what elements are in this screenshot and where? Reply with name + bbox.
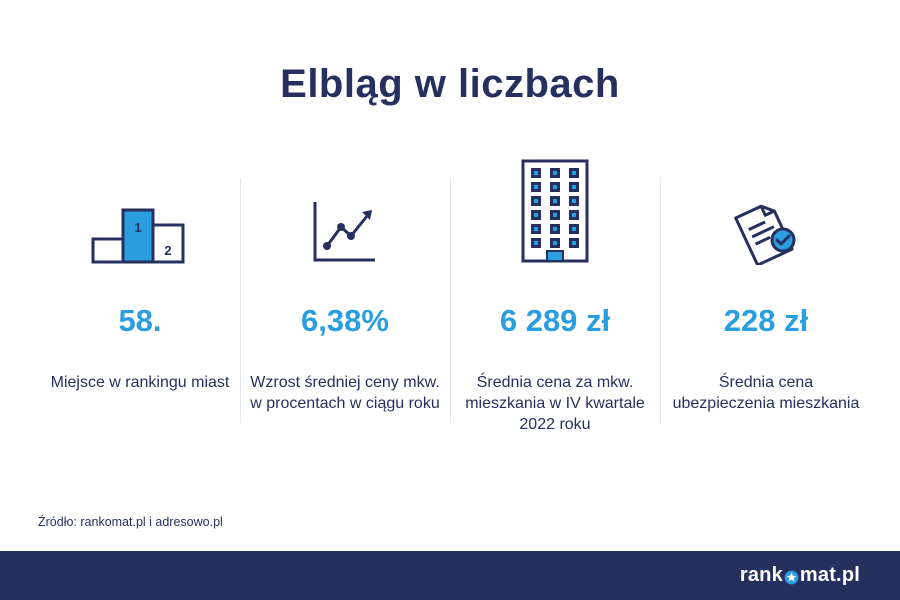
stat-value: 6,38% — [301, 303, 389, 338]
stat-avg-price: 6 289 zł Średnia cena za mkw. mieszkania… — [450, 159, 660, 433]
stat-value: 58. — [118, 303, 162, 338]
building-icon — [450, 158, 660, 264]
column-divider — [450, 178, 451, 423]
stat-value: 228 zł — [723, 303, 809, 338]
stat-price-growth: 6,38% Wzrost średniej ceny mkw. w procen… — [240, 175, 450, 425]
page-title: Elbląg w liczbach — [280, 62, 620, 106]
podium-first-label: 1 — [134, 220, 141, 235]
stat-description: Średnia cena za mkw. mieszkania w IV kwa… — [465, 374, 645, 433]
star-icon — [784, 568, 799, 585]
logo-text-right: mat.pl — [799, 564, 860, 586]
footer-bar: rank mat.pl — [0, 551, 900, 600]
podium-second-label: 2 — [164, 243, 171, 258]
stat-ranking: 1 2 58. Miejsce w rankingu miast — [35, 175, 245, 425]
stat-value: 6 289 zł — [499, 303, 611, 338]
source-note: Źródło: rankomat.pl i adresowo.pl — [38, 515, 223, 529]
trend-chart-icon — [240, 200, 450, 265]
rankomat-logo[interactable]: rank mat.pl — [740, 564, 860, 587]
podium-icon: 1 2 — [35, 205, 245, 265]
logo-text-left: rank — [739, 564, 783, 586]
stat-description: Średnia cena ubezpieczenia mieszkania — [672, 374, 860, 412]
column-divider — [660, 178, 661, 423]
stat-insurance-price: 228 zł Średnia cena ubezpieczenia mieszk… — [661, 175, 871, 425]
column-divider — [240, 178, 241, 423]
stat-description: Miejsce w rankingu miast — [50, 374, 230, 391]
stat-description: Wzrost średniej ceny mkw. w procentach w… — [250, 374, 440, 412]
insurance-document-icon — [661, 200, 871, 265]
